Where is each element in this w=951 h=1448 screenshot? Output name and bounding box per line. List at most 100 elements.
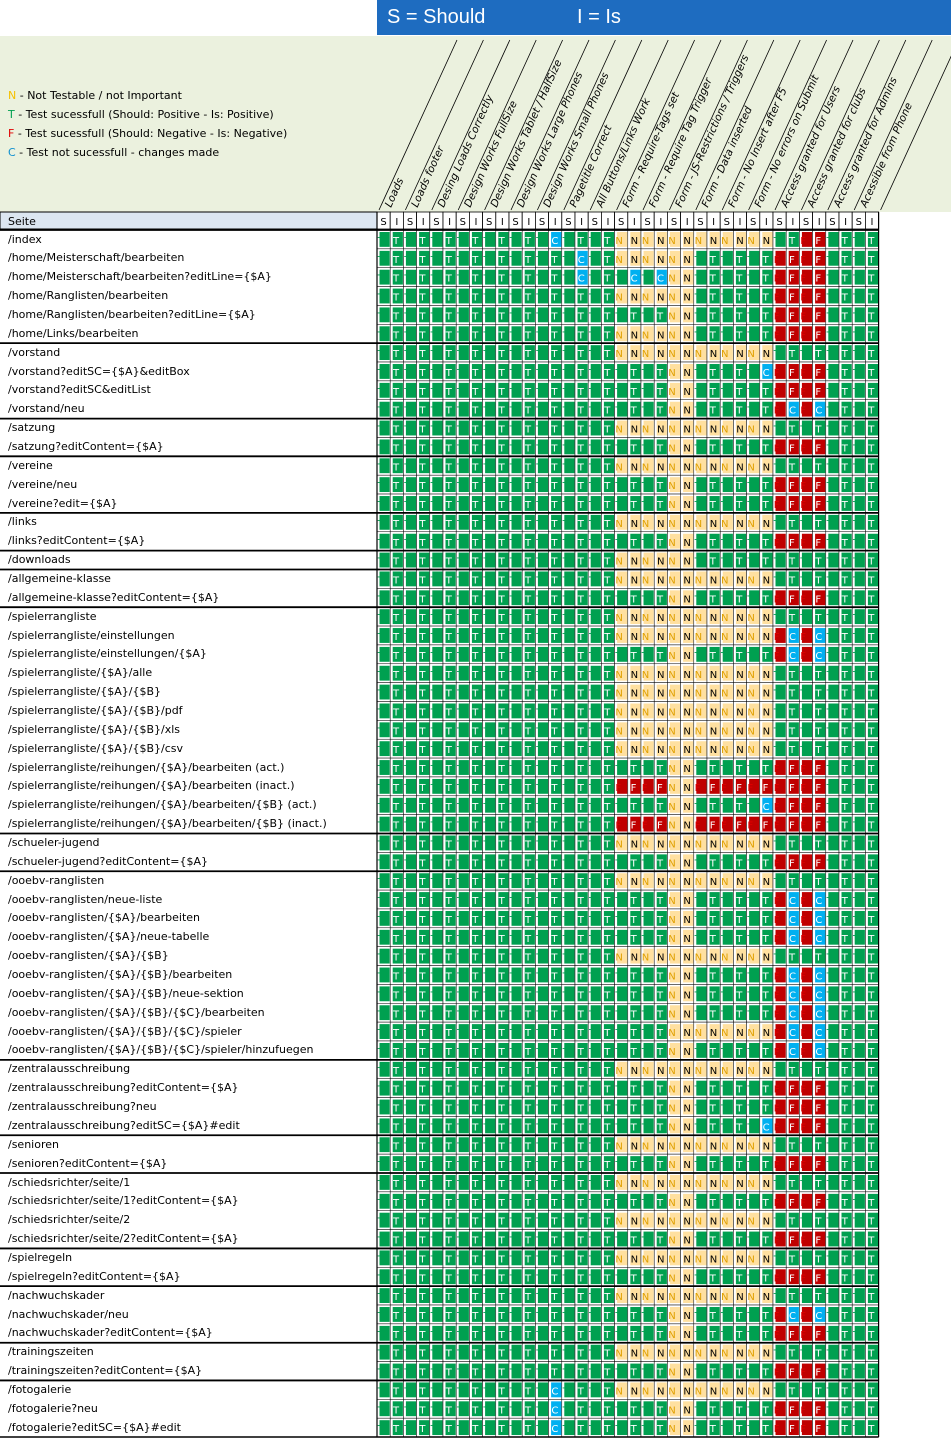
result-letter: C <box>763 802 770 813</box>
column-divider <box>827 39 907 211</box>
result-letter: T <box>498 425 506 436</box>
result-letter: N <box>642 425 649 436</box>
result-fill <box>445 269 456 285</box>
result-letter: T <box>709 990 717 1001</box>
result-letter: T <box>482 896 490 907</box>
result-letter: F <box>800 821 806 832</box>
sub-header-i-label: I <box>791 217 794 228</box>
result-letter: F <box>615 783 621 794</box>
legend-letter-t: T <box>8 108 15 121</box>
result-letter: T <box>524 349 532 360</box>
result-letter: T <box>524 443 532 454</box>
result-letter: T <box>773 349 781 360</box>
result-letter: T <box>535 293 543 304</box>
result-letter: F <box>774 255 780 266</box>
result-letter: T <box>852 877 860 888</box>
result-letter: T <box>709 330 717 341</box>
result-letter: T <box>524 387 532 398</box>
result-letter: N <box>683 387 690 398</box>
result-letter: T <box>588 858 596 869</box>
result-letter: T <box>418 481 426 492</box>
result-letter: F <box>642 783 648 794</box>
result-letter: N <box>721 519 728 530</box>
result-letter: T <box>826 1009 834 1020</box>
result-letter: N <box>736 613 743 624</box>
result-letter: T <box>456 406 464 417</box>
result-letter: F <box>815 821 821 832</box>
result-letter: T <box>603 594 611 605</box>
result-letter: F <box>774 500 780 511</box>
result-letter: T <box>562 764 570 775</box>
result-letter: T <box>614 934 622 945</box>
result-letter: F <box>800 274 806 285</box>
result-letter: N <box>668 972 675 983</box>
result-letter: T <box>641 802 649 813</box>
result-letter: T <box>456 481 464 492</box>
result-letter: T <box>418 236 426 247</box>
result-letter: T <box>456 349 464 360</box>
result-letter: T <box>562 330 570 341</box>
sub-header-s-label: S <box>618 217 624 228</box>
result-letter: T <box>377 802 385 813</box>
result-letter: C <box>657 274 664 285</box>
result-letter: T <box>471 745 479 756</box>
result-letter: T <box>588 557 596 568</box>
result-letter: T <box>630 594 638 605</box>
result-letter: T <box>524 726 532 737</box>
result-letter: T <box>826 557 834 568</box>
result-letter: T <box>841 481 849 492</box>
sub-header-i-label: I <box>448 217 451 228</box>
result-letter: T <box>456 632 464 643</box>
result-letter: T <box>814 726 822 737</box>
result-letter: N <box>747 236 754 247</box>
result-letter: T <box>746 538 754 549</box>
result-letter: T <box>471 349 479 360</box>
result-letter: T <box>614 802 622 813</box>
result-letter: T <box>577 594 585 605</box>
result-letter: N <box>695 670 702 681</box>
result-letter: F <box>800 896 806 907</box>
legend: N - Not Testable / not Important T - Tes… <box>8 86 287 162</box>
result-letter: T <box>392 915 400 926</box>
result-letter: T <box>509 990 517 1001</box>
result-letter: T <box>867 462 875 473</box>
result-letter: T <box>377 651 385 662</box>
result-letter: T <box>418 858 426 869</box>
result-letter: T <box>471 406 479 417</box>
result-fill <box>709 250 720 266</box>
result-letter: T <box>588 632 596 643</box>
result-letter: T <box>550 613 558 624</box>
result-letter: T <box>471 840 479 851</box>
result-letter: F <box>774 481 780 492</box>
seite-header-cell <box>0 211 378 230</box>
result-letter: T <box>550 443 558 454</box>
result-letter: T <box>588 575 596 586</box>
result-letter: T <box>720 1009 728 1020</box>
result-letter: N <box>695 953 702 964</box>
result-letter: T <box>867 896 875 907</box>
result-letter: T <box>392 670 400 681</box>
result-letter: T <box>826 783 834 794</box>
result-letter: T <box>867 651 875 662</box>
result-letter: T <box>403 840 411 851</box>
result-letter: N <box>657 557 664 568</box>
result-fill <box>749 250 760 266</box>
result-fill <box>683 232 694 247</box>
result-letter: T <box>577 632 585 643</box>
result-letter: T <box>562 896 570 907</box>
result-letter: T <box>377 896 385 907</box>
result-letter: T <box>403 557 411 568</box>
result-letter: T <box>377 745 385 756</box>
result-fill <box>432 269 443 285</box>
result-letter: T <box>418 726 426 737</box>
result-letter: F <box>774 632 780 643</box>
result-letter: T <box>826 990 834 1001</box>
result-letter: T <box>392 1009 400 1020</box>
result-letter: F <box>815 274 821 285</box>
result-letter: C <box>631 274 638 285</box>
result-letter: T <box>535 877 543 888</box>
result-letter: F <box>774 915 780 926</box>
result-letter: N <box>736 953 743 964</box>
result-letter: N <box>695 519 702 530</box>
result-letter: T <box>603 613 611 624</box>
